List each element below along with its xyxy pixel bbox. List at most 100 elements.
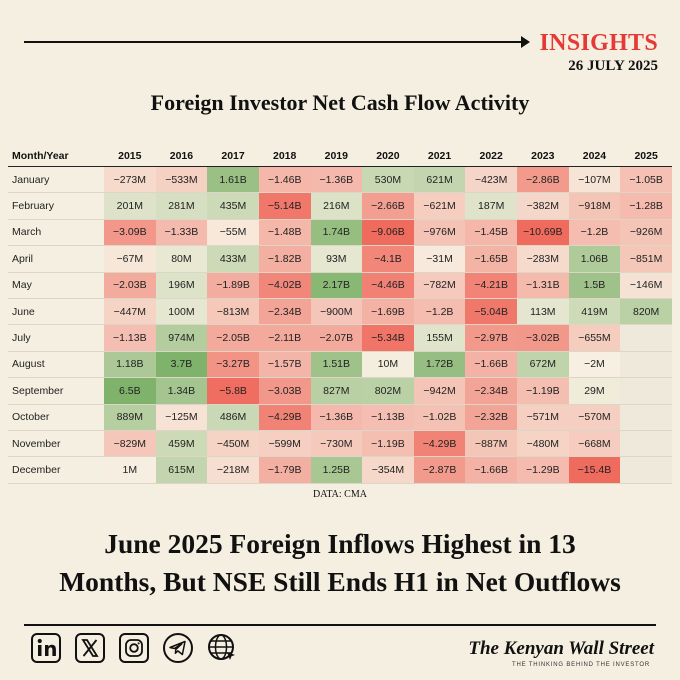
heatmap-cell: −976M [413,219,466,247]
heatmap-cell: 2.17B [310,272,363,299]
headline: June 2025 Foreign Inflows Highest in 13 … [10,525,670,601]
heatmap-cell: −5.04B [465,298,517,326]
heatmap-cell: 187M [465,192,517,220]
heatmap-cell: −3.03B [258,377,311,405]
heatmap-cell: 281M [155,192,208,220]
heatmap-cell: 29M [568,377,621,405]
publish-date: 26 JULY 2025 [568,58,658,74]
heatmap-cell: −655M [568,324,621,352]
heatmap-cell: −2.05B [207,324,259,352]
heatmap-cell: −1.31B [517,272,569,299]
instagram-icon[interactable] [118,632,150,664]
heatmap-cell: −1.79B [258,456,311,484]
heatmap-row-january: January −273M −533M 1.61B −1.46B −1.36B 530M 62… [8,166,672,194]
linkedin-icon[interactable] [30,632,62,664]
column-header-2015: 2015 [104,145,156,167]
heatmap-cell: −1.02B [413,404,466,431]
heatmap-cell [620,351,672,379]
heatmap-cell: 1.25B [310,456,363,484]
heatmap-cell: −1.36B [310,166,363,194]
column-header-2016: 2016 [155,145,208,167]
column-header-2025: 2025 [620,145,672,167]
heatmap-cell: 113M [517,298,569,326]
heatmap-cell: 216M [310,192,363,220]
heatmap-cell: −621M [413,192,466,220]
heatmap-cell: −1.82B [258,245,311,273]
heatmap-cell: −3.27B [207,351,259,379]
column-header-2020: 2020 [362,145,414,167]
heatmap-cell: −918M [568,192,621,220]
heatmap-cell: −4.21B [465,272,517,299]
heatmap-cell: −782M [413,272,466,299]
heatmap-cell: −2.66B [362,192,414,220]
headline-line-1: June 2025 Foreign Inflows Highest in 13 [104,528,576,559]
heatmap-cell: −942M [413,377,466,405]
heatmap-cell: −10.69B [517,219,569,247]
row-label: March [8,219,104,247]
row-label: June [8,298,104,326]
data-source: DATA: CMA [313,489,367,500]
column-header-2021: 2021 [413,145,466,167]
heatmap-cell [620,456,672,484]
heatmap-cell: −107M [568,166,621,194]
heatmap-row-august: August 1.18B 3.7B −3.27B −1.57B 1.51B 10M 1.72B… [8,351,672,379]
heatmap-cell: −570M [568,404,621,431]
heatmap-cell: −2.34B [465,377,517,405]
heatmap-cell: −2.32B [465,404,517,431]
heatmap-cell: 100M [155,298,208,326]
heatmap-cell: −1.05B [620,166,672,194]
heatmap-cell: −283M [517,245,569,273]
header-arrow-icon [521,36,530,48]
heatmap-cell: −1.65B [465,245,517,273]
heatmap-cell: −2.07B [310,324,363,352]
heatmap-cell: 196M [155,272,208,299]
heatmap-cell: −1.45B [465,219,517,247]
heatmap-row-september: September 6.5B 1.34B −5.8B −3.03B 827M 802M −94… [8,377,672,405]
heatmap-cell: −887M [465,430,517,458]
row-label: November [8,430,104,458]
heatmap-cell: −2.87B [413,456,466,484]
heatmap-cell: 1.61B [207,166,259,194]
heatmap-cell: −15.4B [568,456,621,484]
heatmap-cell: −1.19B [517,377,569,405]
heatmap-cell: −146M [620,272,672,299]
heatmap-row-december: December 1M 615M −218M −1.79B 1.25B −354M −2.87… [8,456,672,484]
heatmap-cell: −423M [465,166,517,194]
heatmap-cell: −125M [155,404,208,431]
heatmap-row-may: May −2.03B 196M −1.89B −4.02B 2.17B −4.46B −782… [8,272,672,299]
heatmap-cell: 486M [207,404,259,431]
heatmap-cell: −5.8B [207,377,259,405]
heatmap-cell: −851M [620,245,672,273]
heatmap-cell: −382M [517,192,569,220]
heatmap-cell: 1.06B [568,245,621,273]
heatmap-cell: −218M [207,456,259,484]
heatmap-cell: −4.29B [413,430,466,458]
heatmap-cell: 1.72B [413,351,466,379]
heatmap-cell: −1.2B [413,298,466,326]
row-label: May [8,272,104,299]
heatmap-row-march: March −3.09B −1.33B −55M −1.48B 1.74B −9.06B −9… [8,219,672,247]
heatmap-cell: −31M [413,245,466,273]
column-header-2017: 2017 [207,145,259,167]
heatmap-cell: 1.5B [568,272,621,299]
heatmap-cell: 419M [568,298,621,326]
heatmap-cell: 155M [413,324,466,352]
heatmap-row-october: October 889M −125M 486M −4.29B −1.36B −1.13B −1… [8,404,672,431]
heatmap-cell: −900M [310,298,363,326]
heatmap-row-february: February 201M 281M 435M −5.14B 216M −2.66B −621… [8,192,672,220]
row-label: July [8,324,104,352]
heatmap-cell: −67M [104,245,156,273]
telegram-icon[interactable] [162,632,194,664]
heatmap-cell: −4.29B [258,404,311,431]
globe-icon[interactable] [206,632,238,664]
heatmap-cell: −1.29B [517,456,569,484]
heatmap-cell: 6.5B [104,377,156,405]
heatmap-cell: −599M [258,430,311,458]
x-icon[interactable] [74,632,106,664]
heatmap-cell: 974M [155,324,208,352]
heatmap-cell: −1.36B [310,404,363,431]
row-label: August [8,351,104,379]
heatmap-cell: −1.66B [465,351,517,379]
heatmap-cell: −2.11B [258,324,311,352]
heatmap-cell: 433M [207,245,259,273]
